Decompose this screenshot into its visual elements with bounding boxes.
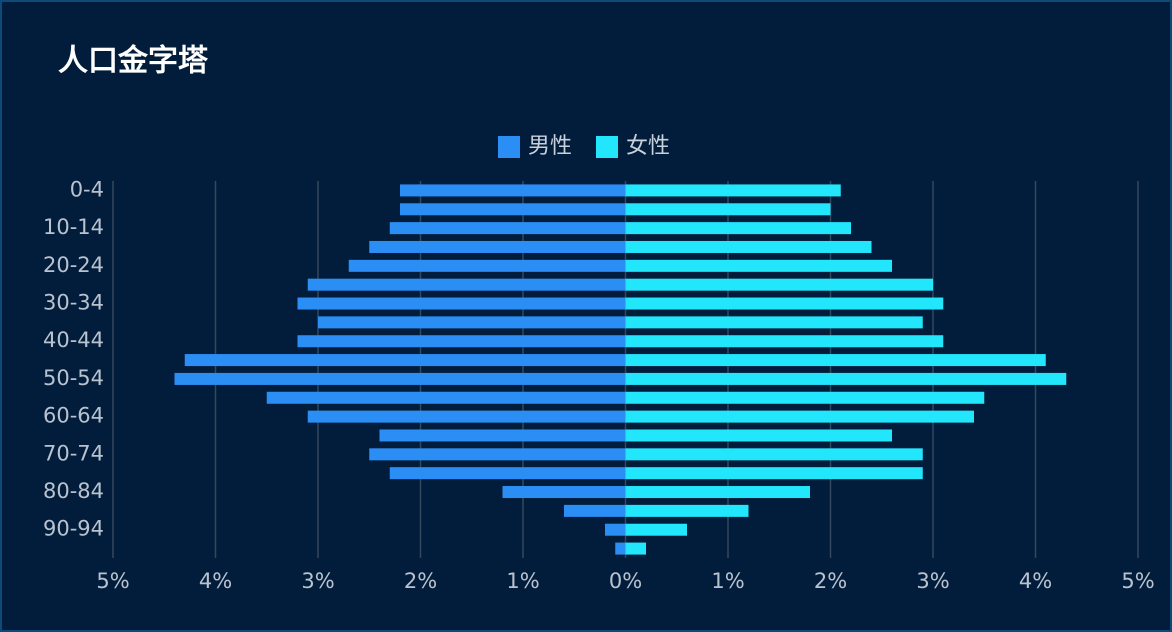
bar bbox=[625, 523, 687, 536]
y-tick-label: 10-14 bbox=[43, 215, 104, 239]
bar bbox=[307, 410, 626, 423]
x-tick-label: 0% bbox=[609, 569, 642, 593]
bar bbox=[625, 335, 944, 348]
bar bbox=[318, 316, 626, 329]
bar bbox=[564, 504, 626, 517]
bar bbox=[625, 372, 1067, 385]
bar bbox=[625, 297, 944, 310]
bar bbox=[625, 429, 892, 442]
x-tick-label: 5% bbox=[1121, 569, 1154, 593]
x-tick-label: 3% bbox=[301, 569, 334, 593]
bar bbox=[625, 486, 810, 499]
bar bbox=[297, 297, 626, 310]
x-tick-label: 2% bbox=[404, 569, 437, 593]
bar bbox=[625, 184, 841, 197]
bar bbox=[369, 448, 626, 461]
x-tick-label: 1% bbox=[506, 569, 539, 593]
bar bbox=[307, 278, 626, 291]
y-tick-label: 90-94 bbox=[43, 517, 104, 541]
bar bbox=[625, 354, 1046, 367]
bar bbox=[174, 372, 626, 385]
bar bbox=[625, 278, 933, 291]
bar bbox=[502, 486, 626, 499]
y-tick-label: 70-74 bbox=[43, 441, 104, 465]
bar bbox=[625, 410, 974, 423]
bar bbox=[625, 222, 851, 235]
y-tick-label: 80-84 bbox=[43, 479, 104, 503]
legend-swatch bbox=[498, 136, 520, 158]
bar bbox=[625, 448, 923, 461]
chart-title: 人口金字塔 bbox=[58, 44, 209, 79]
bar bbox=[184, 354, 626, 367]
bar bbox=[625, 504, 749, 517]
y-tick-label: 0-4 bbox=[70, 177, 104, 201]
bar bbox=[615, 542, 626, 555]
bar bbox=[389, 222, 626, 235]
bar bbox=[605, 523, 626, 536]
bar bbox=[348, 259, 626, 272]
bar bbox=[625, 542, 646, 555]
legend-label: 女性 bbox=[626, 134, 670, 159]
bar bbox=[625, 316, 923, 329]
bar bbox=[625, 259, 892, 272]
bar bbox=[400, 203, 626, 216]
bar bbox=[625, 467, 923, 480]
x-tick-label: 1% bbox=[711, 569, 744, 593]
y-tick-label: 20-24 bbox=[43, 253, 104, 277]
bar bbox=[266, 391, 626, 404]
x-tick-label: 3% bbox=[916, 569, 949, 593]
x-tick-label: 2% bbox=[814, 569, 847, 593]
bar bbox=[389, 467, 626, 480]
legend-swatch bbox=[596, 136, 618, 158]
bar bbox=[400, 184, 626, 197]
x-tick-label: 4% bbox=[199, 569, 232, 593]
y-tick-label: 60-64 bbox=[43, 404, 104, 428]
x-tick-label: 5% bbox=[96, 569, 129, 593]
bar bbox=[297, 335, 626, 348]
bar bbox=[369, 240, 626, 253]
y-tick-label: 30-34 bbox=[43, 291, 104, 315]
x-tick-label: 4% bbox=[1019, 569, 1052, 593]
bar bbox=[379, 429, 626, 442]
legend-label: 男性 bbox=[528, 134, 572, 159]
y-tick-label: 50-54 bbox=[43, 366, 104, 390]
bar bbox=[625, 240, 872, 253]
bar bbox=[625, 391, 985, 404]
bar bbox=[625, 203, 831, 216]
y-tick-label: 40-44 bbox=[43, 328, 104, 352]
